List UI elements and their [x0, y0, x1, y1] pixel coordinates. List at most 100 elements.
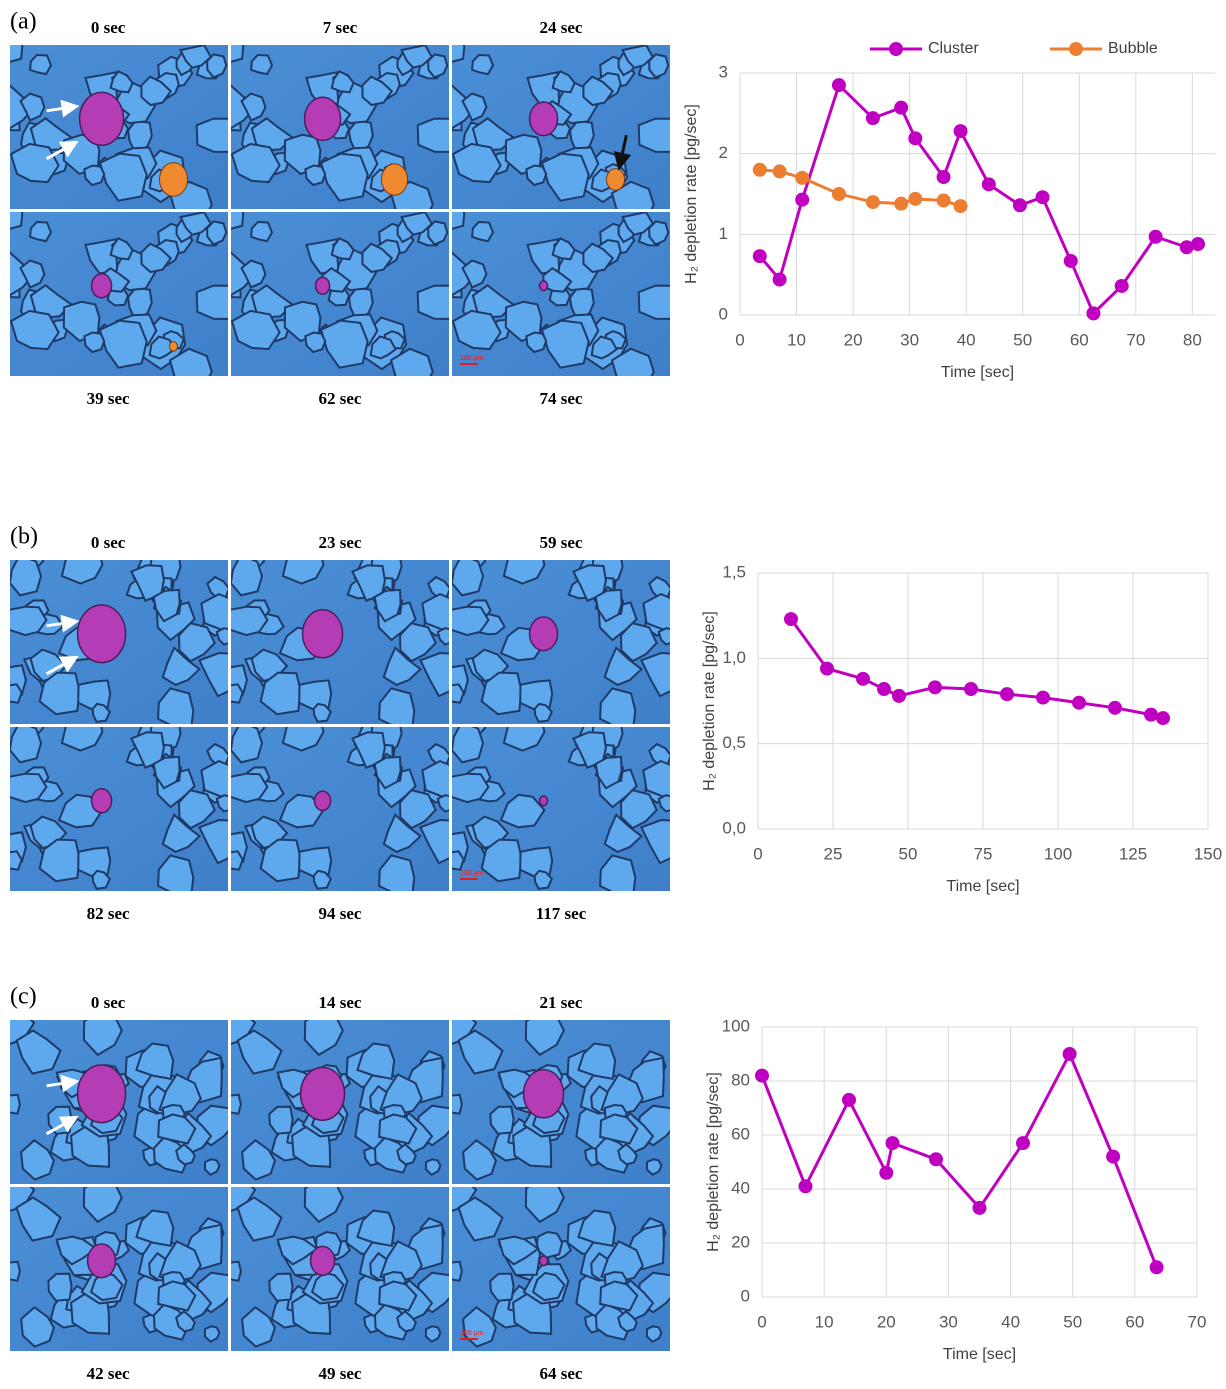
grain: [582, 75, 615, 107]
grain: [231, 605, 269, 637]
y-tick-label: 0,0: [722, 818, 746, 837]
data-point: [981, 177, 996, 192]
micrograph: [231, 1187, 449, 1351]
cluster-blob: [76, 1064, 127, 1124]
grain: [452, 309, 502, 351]
grain: [617, 1142, 638, 1166]
micrograph: [231, 560, 449, 724]
grain: [603, 813, 644, 854]
grain: [206, 53, 228, 79]
grain: [657, 794, 670, 813]
data-point: [752, 249, 767, 264]
x-tick-label: 40: [957, 330, 976, 349]
grain: [15, 1196, 62, 1242]
time-caption: 7 sec: [323, 18, 358, 37]
grain: [361, 75, 394, 107]
cluster-blob: [314, 276, 331, 295]
data-point: [1191, 237, 1206, 252]
arrow: [45, 140, 79, 161]
grain: [161, 813, 202, 854]
cluster-blob: [76, 604, 127, 664]
grain: [356, 1042, 396, 1080]
data-point: [820, 661, 834, 676]
data-point: [894, 196, 909, 211]
grain: [369, 335, 397, 360]
micrograph: [10, 212, 228, 376]
grain: [396, 1309, 417, 1333]
grain: [250, 220, 274, 243]
data-point: [1035, 190, 1050, 205]
grain: [502, 727, 546, 752]
grain: [203, 1325, 221, 1343]
x-tick-label: 100: [1044, 844, 1072, 863]
grain: [577, 1209, 617, 1247]
legend-swatch: [1069, 42, 1083, 56]
grain: [152, 1136, 192, 1174]
grain: [373, 1136, 413, 1174]
grain: [15, 1029, 62, 1075]
grain: [373, 588, 402, 623]
micrograph: [452, 1020, 670, 1184]
grain: [259, 838, 302, 883]
grain: [231, 142, 281, 184]
grain: [457, 1029, 504, 1075]
grain: [198, 651, 228, 698]
grain: [10, 850, 23, 871]
grain: [610, 180, 655, 209]
x-tick-label: 75: [974, 844, 993, 863]
grain: [419, 651, 449, 698]
grain: [452, 727, 485, 764]
x-tick-label: 125: [1119, 844, 1147, 863]
grain: [200, 759, 228, 798]
data-point: [795, 170, 810, 185]
data-point: [865, 195, 880, 210]
grain: [82, 1187, 123, 1224]
scale-bar-label: 100 µm: [460, 870, 484, 877]
grain: [10, 251, 36, 297]
grain: [382, 813, 423, 854]
grain: [502, 560, 546, 585]
y-axis-title: H₂ depletion rate [pg/sec]: [701, 611, 718, 791]
series-line: [758, 82, 1199, 316]
grain: [531, 1271, 566, 1302]
data-point: [1144, 707, 1158, 722]
grain: [599, 1113, 639, 1145]
x-tick-label: 30: [900, 330, 919, 349]
grain: [236, 1196, 283, 1242]
grain: [29, 284, 74, 319]
grain: [231, 727, 264, 764]
legend-label: Cluster: [928, 40, 979, 57]
grain: [304, 331, 327, 354]
grain: [278, 793, 325, 829]
grain: [10, 1260, 21, 1282]
grain: [452, 1260, 463, 1282]
data-point: [1012, 198, 1027, 213]
grain: [304, 164, 327, 187]
y-tick-label: 20: [731, 1232, 750, 1251]
grain: [645, 1325, 663, 1343]
grain: [452, 605, 490, 637]
grain: [471, 117, 516, 152]
cluster-blob: [538, 280, 549, 292]
grain: [83, 164, 106, 187]
cluster-blob: [528, 101, 559, 137]
grain: [175, 1309, 196, 1333]
time-caption: 94 sec: [319, 904, 362, 923]
grain: [206, 220, 228, 246]
grain: [427, 220, 449, 246]
grain: [637, 117, 670, 153]
grain: [268, 1105, 294, 1135]
grain: [19, 92, 46, 122]
y-tick-label: 3: [719, 62, 728, 81]
grain: [452, 251, 478, 297]
grain: [603, 646, 644, 687]
grain: [619, 621, 658, 663]
grain: [231, 1260, 242, 1282]
time-caption: 0 sec: [91, 533, 126, 552]
grain: [452, 850, 465, 871]
grain: [396, 1142, 417, 1166]
grain: [600, 1073, 644, 1115]
data-point: [831, 78, 846, 93]
grain: [161, 646, 202, 687]
grain: [177, 621, 216, 663]
